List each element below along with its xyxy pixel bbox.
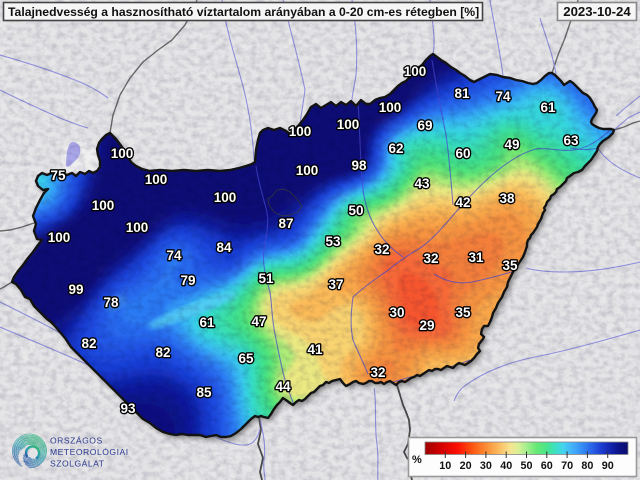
svg-text:87: 87 xyxy=(278,216,293,231)
svg-text:100: 100 xyxy=(126,220,149,235)
svg-text:100: 100 xyxy=(92,198,115,213)
svg-text:100: 100 xyxy=(379,100,402,115)
svg-text:32: 32 xyxy=(374,242,389,257)
svg-text:63: 63 xyxy=(563,133,579,148)
svg-text:49: 49 xyxy=(504,137,519,152)
svg-text:30: 30 xyxy=(389,305,404,320)
svg-text:35: 35 xyxy=(455,305,471,320)
svg-text:50: 50 xyxy=(348,203,363,218)
svg-text:ORSZÁGOS: ORSZÁGOS xyxy=(50,436,103,446)
svg-text:60: 60 xyxy=(455,146,470,161)
svg-text:70: 70 xyxy=(561,460,573,472)
svg-text:100: 100 xyxy=(48,230,71,245)
svg-text:75: 75 xyxy=(50,168,66,183)
svg-text:79: 79 xyxy=(180,273,195,288)
svg-text:40: 40 xyxy=(500,460,512,472)
svg-text:47: 47 xyxy=(251,314,266,329)
svg-text:SZOLGÁLAT: SZOLGÁLAT xyxy=(50,459,105,469)
svg-text:32: 32 xyxy=(423,251,438,266)
svg-text:82: 82 xyxy=(155,345,170,360)
svg-text:78: 78 xyxy=(103,295,119,310)
svg-text:30: 30 xyxy=(480,460,492,472)
svg-text:38: 38 xyxy=(499,191,515,206)
svg-text:29: 29 xyxy=(419,318,434,333)
svg-text:44: 44 xyxy=(275,379,291,394)
svg-text:31: 31 xyxy=(468,250,484,265)
svg-text:100: 100 xyxy=(289,124,312,139)
svg-text:84: 84 xyxy=(216,240,232,255)
svg-text:90: 90 xyxy=(602,460,614,472)
svg-text:35: 35 xyxy=(502,258,518,273)
svg-text:74: 74 xyxy=(495,89,511,104)
svg-text:82: 82 xyxy=(81,336,96,351)
svg-text:METEOROLÓGIAI: METEOROLÓGIAI xyxy=(50,447,129,457)
svg-text:100: 100 xyxy=(296,163,319,178)
svg-text:98: 98 xyxy=(351,158,367,173)
svg-text:69: 69 xyxy=(417,118,432,133)
svg-text:43: 43 xyxy=(414,176,430,191)
svg-text:85: 85 xyxy=(196,385,212,400)
svg-text:Talajnedvesség a hasznosítható: Talajnedvesség a hasznosítható víztartal… xyxy=(8,5,479,19)
svg-text:32: 32 xyxy=(370,365,385,380)
svg-text:42: 42 xyxy=(455,195,470,210)
svg-text:61: 61 xyxy=(199,315,215,330)
svg-text:62: 62 xyxy=(388,141,403,156)
svg-text:50: 50 xyxy=(520,460,532,472)
svg-text:99: 99 xyxy=(68,282,83,297)
svg-text:93: 93 xyxy=(120,401,136,416)
svg-text:10: 10 xyxy=(439,460,451,472)
svg-text:41: 41 xyxy=(307,342,323,357)
svg-text:60: 60 xyxy=(541,460,553,472)
svg-text:100: 100 xyxy=(145,172,168,187)
svg-text:100: 100 xyxy=(214,190,237,205)
svg-text:61: 61 xyxy=(540,100,556,115)
svg-text:81: 81 xyxy=(454,86,470,101)
svg-text:100: 100 xyxy=(404,64,427,79)
svg-text:37: 37 xyxy=(328,277,343,292)
svg-text:80: 80 xyxy=(581,460,593,472)
svg-text:2023-10-24: 2023-10-24 xyxy=(563,4,631,19)
svg-text:100: 100 xyxy=(111,146,134,161)
svg-text:51: 51 xyxy=(258,271,274,286)
svg-text:100: 100 xyxy=(337,117,360,132)
svg-text:%: % xyxy=(412,454,422,466)
svg-text:65: 65 xyxy=(238,351,254,366)
svg-text:20: 20 xyxy=(460,460,472,472)
svg-text:74: 74 xyxy=(166,248,182,263)
svg-text:53: 53 xyxy=(325,234,341,249)
